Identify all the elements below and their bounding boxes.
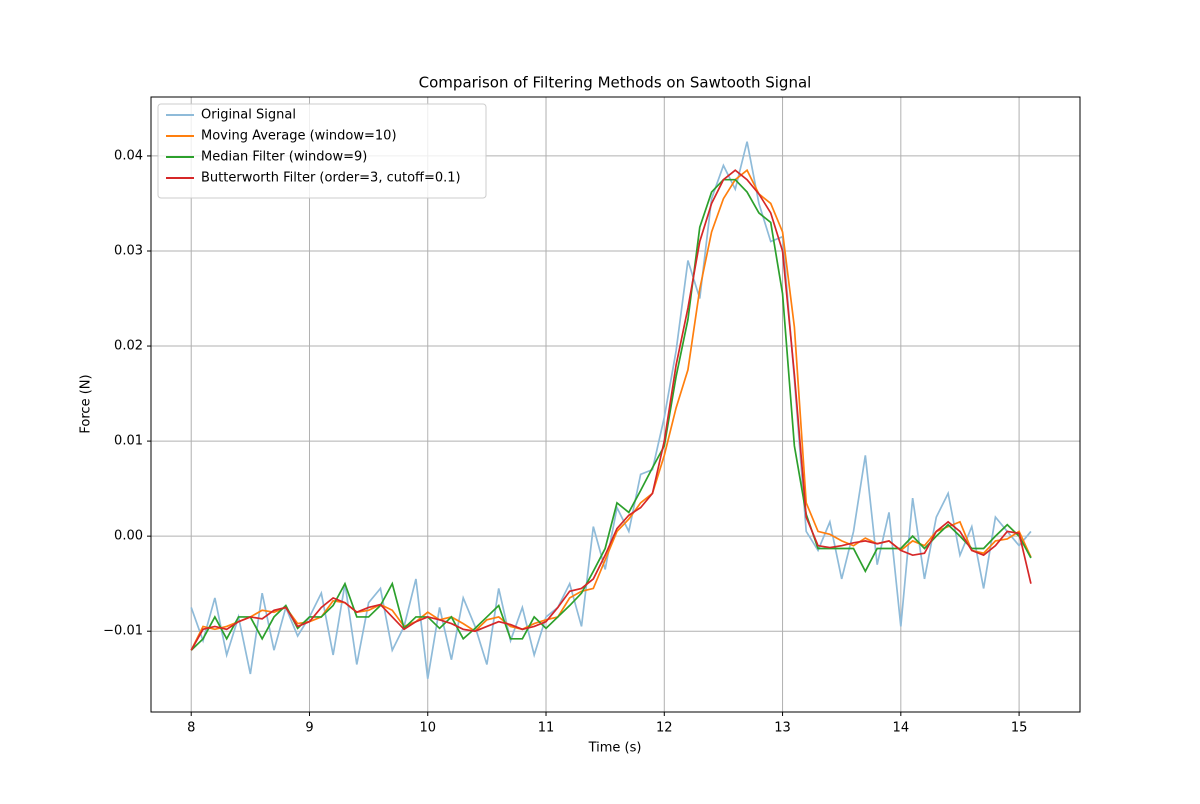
legend-label: Moving Average (window=10) — [201, 129, 397, 144]
y-axis-label: Force (N) — [79, 374, 94, 433]
plot-frame — [150, 96, 1081, 713]
x-axis-label: Time (s) — [588, 741, 642, 756]
y-tick-label: 0.02 — [114, 339, 143, 354]
legend-label: Original Signal — [201, 108, 296, 123]
x-tick-label: 13 — [774, 721, 791, 736]
x-tick-label: 15 — [1011, 721, 1028, 736]
y-tick-label: 0.00 — [114, 529, 143, 544]
series-line — [190, 169, 1032, 651]
legend-label: Median Filter (window=9) — [201, 150, 367, 165]
x-tick-label: 8 — [187, 721, 195, 736]
series-line — [190, 141, 1032, 679]
chart-title: Comparison of Filtering Methods on Sawto… — [419, 74, 812, 92]
x-tick-label: 12 — [656, 721, 673, 736]
x-tick-label: 9 — [305, 721, 313, 736]
series-line — [190, 178, 1032, 651]
y-tick-label: 0.03 — [114, 243, 143, 258]
x-tick-label: 10 — [419, 721, 436, 736]
y-tick-label: −0.01 — [103, 624, 143, 639]
y-tick-label: 0.04 — [114, 148, 143, 163]
legend-box — [157, 103, 487, 199]
x-tick-label: 14 — [893, 721, 910, 736]
y-tick-label: 0.01 — [114, 434, 143, 449]
legend-label: Butterworth Filter (order=3, cutoff=0.1) — [201, 171, 461, 186]
x-tick-label: 11 — [538, 721, 555, 736]
